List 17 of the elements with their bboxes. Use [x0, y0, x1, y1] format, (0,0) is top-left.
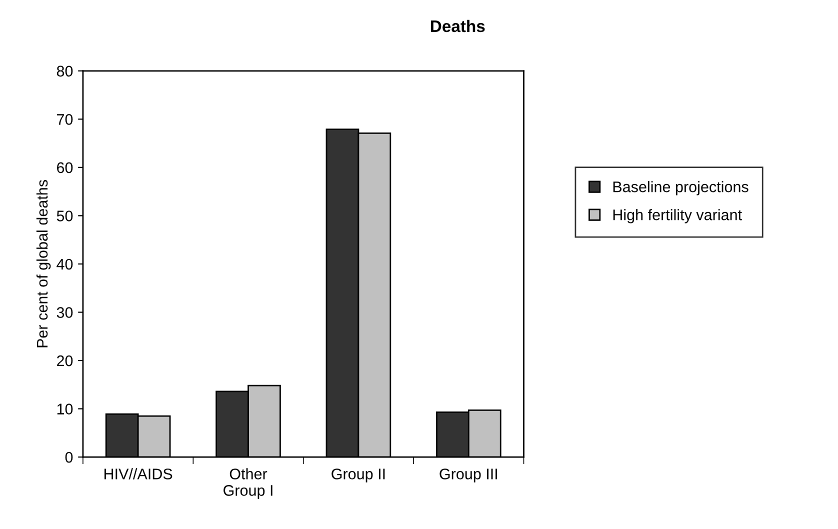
y-axis-title: Per cent of global deaths [36, 180, 51, 348]
x-tick-label: Other Group I [224, 468, 272, 499]
chart-title: Deaths [430, 20, 485, 32]
y-tick-label: 20 [57, 355, 73, 366]
x-tick-label: Group II [332, 468, 385, 482]
y-tick-label: 10 [57, 404, 73, 414]
y-tick-label: 80 [56, 66, 73, 77]
legend-label: High fertility variant [613, 209, 742, 224]
y-tick-label: 60 [57, 162, 73, 174]
y-tick-label: 0 [65, 452, 73, 463]
x-tick-label: HIV//AIDS [104, 468, 172, 480]
y-tick-label: 70 [57, 114, 73, 125]
x-tick-label: Group III [440, 468, 497, 482]
legend-label: Baseline projections [613, 181, 748, 196]
y-tick-label: 30 [56, 307, 73, 318]
y-tick-label: 50 [56, 210, 73, 222]
y-tick-label: 40 [56, 258, 73, 270]
